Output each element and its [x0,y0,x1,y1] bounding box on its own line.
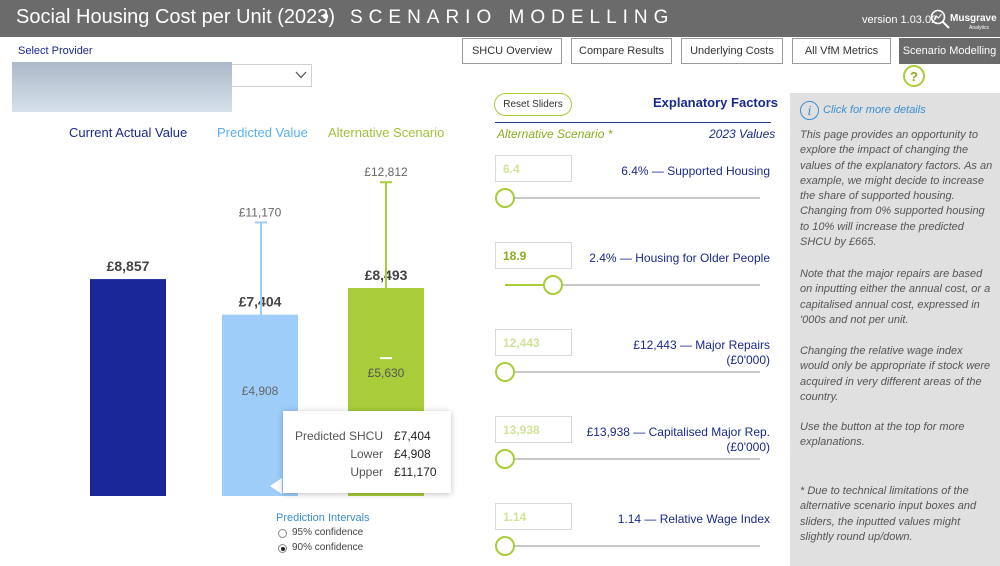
chevron-down-icon[interactable] [294,69,308,81]
older-people-label-text: 2.4% — Housing for Older People [589,251,770,265]
capitalised-major-rep-label: £13,938 — Capitalised Major Rep. (£0'000… [490,425,770,455]
more-details-link[interactable]: Click for more details [823,104,926,116]
slider-thumb[interactable] [495,536,515,556]
alternative-scenario-heading: Alternative Scenario [328,125,445,140]
info-icon[interactable]: i [800,101,819,120]
supported-housing-label: 6.4% — Supported Housing [490,164,770,179]
help-icon[interactable]: ? [903,65,925,87]
provider-label: Select Provider [18,45,93,57]
tooltip-value-upper: £11,170 [394,465,437,479]
major-repairs-units: (£0'000) [726,353,770,367]
info-paragraph-intro: This page provides an opportunity to exp… [800,129,993,249]
capitalised-major-rep-units: (£0'000) [726,440,770,454]
slider-thumb[interactable] [543,275,564,295]
tab-scenario-modelling[interactable]: Scenario Modelling [899,38,1000,64]
major-repairs-label-text: £12,443 — Major Repairs [633,338,770,352]
info-panel [790,93,1000,566]
explanatory-divider [495,122,771,123]
alternative-scenario-subheading: Alternative Scenario * [497,127,613,141]
supported-housing-slider[interactable] [495,188,760,208]
reset-sliders-button[interactable]: Reset Sliders [494,93,572,116]
redacted-provider-name [12,62,232,112]
capitalised-major-rep-slider[interactable] [495,449,760,469]
tooltip-pointer [270,478,282,494]
tooltip-value-lower: £4,908 [394,447,431,461]
tooltip-value-predicted: £7,404 [394,429,431,443]
info-paragraph-wage-index: Changing the relative wage index would o… [800,345,991,403]
major-repairs-input[interactable] [495,329,572,356]
relative-wage-index-input[interactable] [495,503,572,530]
capitalised-major-rep-label-text: £13,938 — Capitalised Major Rep. [586,425,770,439]
prediction-intervals-title: Prediction Intervals [276,512,370,524]
tab-underlying-costs[interactable]: Underlying Costs [681,38,783,64]
interval-upper-label-1: £11,170 [239,205,282,219]
magnifier-logo-icon [930,9,950,29]
slider-fill [505,284,554,286]
older-people-input[interactable] [495,242,572,269]
radio-label-95: 95% confidence [292,527,364,538]
major-repairs-slider[interactable] [495,362,760,382]
major-repairs-label: £12,443 — Major Repairs (£0'000) [490,338,770,368]
explanatory-factors-title: Explanatory Factors [653,95,778,110]
radio-label-90: 90% confidence [292,542,364,553]
app-header: Social Housing Cost per Unit (2023) • SC… [0,0,1000,37]
slider-thumb[interactable] [495,188,515,208]
slider-thumb[interactable] [495,449,515,469]
tab-shcu-overview[interactable]: SHCU Overview [462,38,562,64]
tab-compare-results[interactable]: Compare Results [571,38,672,64]
info-paragraph-footnote: * Due to technical limitations of the al… [800,485,977,543]
info-paragraph-repairs: Note that the major repairs are based on… [800,268,991,326]
bar-tooltip: Predicted SHCU £7,404 Lower £4,908 Upper… [283,411,451,493]
version-label: version 1.03.02 [862,14,938,26]
current-value-heading: Current Actual Value [69,125,188,140]
capitalised-major-rep-input[interactable] [495,416,572,443]
bar-value-label-0: £8,857 [107,258,150,274]
title-separator: • [322,6,330,28]
page-subtitle: SCENARIO MODELLING [350,7,675,28]
interval-lower-label-2: £5,630 [368,366,405,380]
tooltip-label-predicted: Predicted SHCU [294,429,383,443]
tooltip-label-upper: Upper [350,465,383,479]
bar-0 [90,279,166,496]
relative-wage-index-label-text: 1.14 — Relative Wage Index [617,512,770,526]
logo-name: Musgrave [950,13,997,24]
page-title: Social Housing Cost per Unit (2023) [16,6,336,28]
interval-upper-label-2: £12,812 [364,165,408,179]
radio-button-95[interactable] [278,529,287,538]
predicted-value-heading: Predicted Value [217,125,308,140]
year-values-subheading: 2023 Values [709,127,776,141]
older-people-slider[interactable] [505,275,760,295]
supported-housing-input[interactable] [495,155,572,182]
tab-all-vfm-metrics[interactable]: All VfM Metrics [792,38,891,64]
relative-wage-index-label: 1.14 — Relative Wage Index [490,512,770,527]
info-paragraph-button: Use the button at the top for more expla… [800,421,965,449]
supported-housing-label-text: 6.4% — Supported Housing [621,164,770,178]
older-people-label: 2.4% — Housing for Older People [490,251,770,266]
interval-lower-label-1: £4,908 [242,384,279,398]
relative-wage-index-slider[interactable] [495,536,760,556]
tooltip-label-lower: Lower [350,447,383,461]
radio-button-90[interactable] [278,544,287,553]
slider-thumb[interactable] [495,362,515,382]
logo-tagline: Analytics [969,25,990,31]
